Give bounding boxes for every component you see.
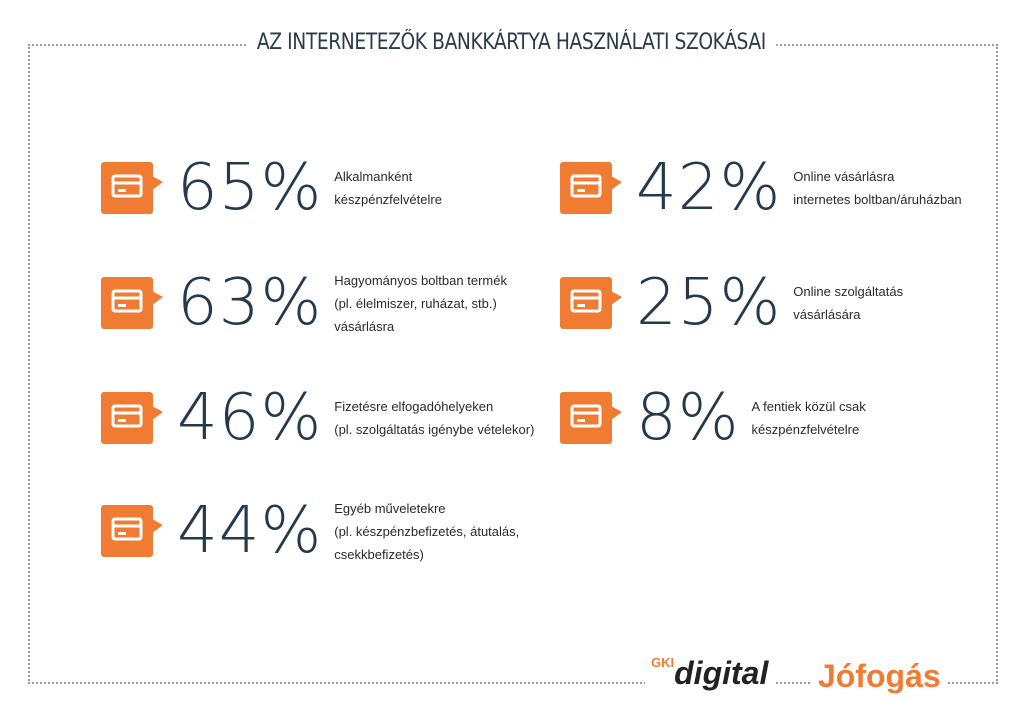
icon-shape: [152, 519, 163, 533]
stat-value: 46%: [177, 381, 323, 455]
stat-value: 25%: [636, 266, 782, 340]
stat-description: Hagyományos boltban termék (pl. élelmisze…: [334, 269, 507, 338]
icon-shape: [152, 176, 163, 190]
icon-shape: [101, 162, 153, 214]
description-line: (pl. szolgáltatás igénybe vételekor): [334, 422, 535, 437]
icon-shape: [577, 304, 585, 307]
description-line: Online vásárlásra: [793, 169, 895, 184]
description-line: csekkbefizetés): [334, 546, 424, 562]
description-line: internetes boltban/áruházban: [793, 192, 962, 207]
description-line: Hagyományos boltban termék: [334, 272, 507, 288]
description-line: (pl. élelmiszer, ruházat, stb.): [334, 295, 497, 311]
icon-shape: [570, 174, 602, 198]
stat-value: 65%: [177, 151, 323, 225]
icon-shape: [111, 289, 143, 313]
icon-shape: [118, 189, 126, 192]
frame: [28, 44, 998, 684]
description-line: Online szolgáltatás: [793, 284, 904, 299]
icon-shape: [101, 162, 163, 214]
icon-shape: [101, 505, 153, 557]
icon-shape: [111, 404, 143, 428]
stat-value: 44%: [177, 494, 323, 568]
icon-shape: [560, 162, 622, 214]
icon-shape: [111, 174, 143, 198]
icon-shape: [611, 291, 622, 305]
icon-shape: [577, 189, 585, 192]
icon-shape: [560, 392, 622, 444]
icon: [101, 277, 163, 329]
icon-shape: [101, 277, 153, 329]
stat-item: 46% Fizetésre elfogadóhelyeken (pl. szolgá…: [101, 381, 534, 455]
icon-shape: [118, 419, 126, 422]
description-line: készpénzfelvételre: [334, 192, 442, 207]
icon-shape: [152, 406, 163, 420]
description-line: Egyéb műveletekre: [334, 500, 446, 516]
title: AZ INTERNETEZŐK BANKKÁRTYA HASZNÁLATI SZ…: [246, 30, 776, 55]
stat-value: 63%: [177, 266, 323, 340]
stat-item: 44% Egyéb műveletekre (pl. készpénzbefizet…: [101, 494, 519, 568]
stat-description: Online vásárlásra internetes boltban/áruh…: [793, 165, 961, 211]
icon-shape: [570, 289, 602, 313]
icon: [560, 277, 622, 329]
stat-item: 8% A fentiek közül csak készpénzfelvételre: [560, 381, 866, 455]
icon-shape: [560, 277, 622, 329]
description-line: Alkalmanként: [334, 169, 413, 184]
stat-item: 65% Alkalmanként készpénzfelvételre: [101, 151, 442, 225]
stat-item: 63% Hagyományos boltban termék (pl. élelmi…: [101, 266, 507, 340]
icon-shape: [101, 392, 163, 444]
stat-value: 42%: [636, 151, 782, 225]
logo-jofogas: Jófogás: [812, 658, 947, 695]
icon: [101, 392, 163, 444]
stat-item: 42% Online vásárlásra internetes boltban/á…: [560, 151, 962, 225]
icon-shape: [611, 406, 622, 420]
description-line: vásárlására: [793, 307, 861, 322]
icon: [560, 162, 622, 214]
description-line: készpénzfelvételre: [751, 422, 860, 437]
stat-item: 25% Online szolgáltatás vásárlására: [560, 266, 903, 340]
icon-shape: [118, 532, 126, 535]
description-line: vásárlásra: [334, 318, 395, 334]
icon-shape: [101, 392, 153, 444]
stat-description: Egyéb műveletekre (pl. készpénzbefizetés,…: [334, 497, 519, 566]
icon: [560, 392, 622, 444]
icon-shape: [570, 404, 602, 428]
description-line: Fizetésre elfogadóhelyeken: [334, 399, 494, 414]
icon-shape: [560, 392, 612, 444]
description-line: (pl. készpénzbefizetés, átutalás,: [334, 523, 520, 539]
icon-shape: [101, 277, 163, 329]
icon-shape: [577, 419, 585, 422]
icon: [101, 162, 163, 214]
icon-shape: [111, 517, 143, 541]
stat-description: Online szolgáltatás vásárlására: [793, 280, 903, 326]
icon-shape: [560, 162, 612, 214]
icon-shape: [560, 277, 612, 329]
logo-text: digital: [674, 655, 769, 691]
stat-value: 8%: [636, 381, 740, 455]
stat-description: Fizetésre elfogadóhelyeken (pl. szolgálta…: [334, 395, 534, 441]
stat-description: A fentiek közül csak készpénzfelvételre: [752, 395, 866, 441]
icon-shape: [101, 505, 163, 557]
logo-prefix: GKI: [651, 655, 675, 670]
icon: [101, 505, 163, 557]
icon-shape: [152, 291, 163, 305]
description-line: A fentiek közül csak: [751, 399, 866, 414]
icon-shape: [611, 176, 622, 190]
title-wrap: AZ INTERNETEZŐK BANKKÁRTYA HASZNÁLATI SZ…: [0, 30, 1022, 55]
logo-gki: GKIdigital: [645, 655, 775, 692]
icon-shape: [118, 304, 126, 307]
stat-description: Alkalmanként készpénzfelvételre: [334, 165, 442, 211]
